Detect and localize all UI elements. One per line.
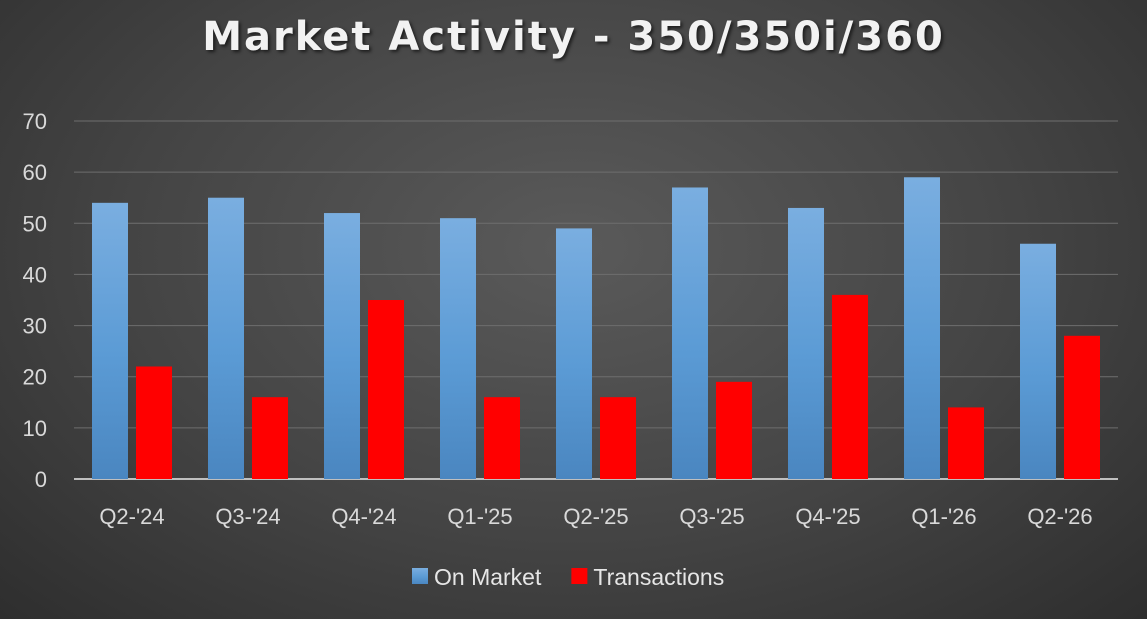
bar-on-market: [92, 202, 128, 480]
bar-on-market: [1020, 243, 1056, 479]
y-tick-label: 20: [23, 365, 47, 390]
x-tick-label: Q2-'25: [563, 504, 628, 529]
y-tick-label: 70: [23, 109, 47, 134]
x-tick-label: Q4-'24: [331, 504, 396, 529]
chart-title: Market Activity - 350/350i/360: [202, 14, 945, 60]
bar-on-market: [904, 177, 940, 479]
x-axis-ticks: Q2-'24 Q3-'24 Q4-'24 Q1-'25 Q2-'25 Q3-'25 Q4-'…: [99, 504, 1092, 529]
bar-on-market: [788, 207, 824, 479]
legend-swatch: [571, 568, 588, 584]
bar-transactions: [1064, 335, 1100, 479]
y-tick-label: 0: [35, 467, 47, 492]
bar-on-market: [208, 197, 244, 479]
bar-transactions: [136, 366, 172, 479]
y-axis-ticks: 0 10 20 30 40 50 60 70: [23, 109, 47, 492]
legend-label: On Market: [434, 564, 542, 590]
bar-transactions: [948, 407, 984, 479]
bar-on-market: [672, 187, 708, 479]
bar-transactions: [716, 381, 752, 479]
y-tick-label: 60: [23, 160, 47, 185]
x-tick-label: Q1-'25: [447, 504, 512, 529]
gridlines: [74, 120, 1118, 480]
y-tick-label: 40: [23, 262, 47, 287]
bar-on-market: [440, 218, 476, 479]
bar-on-market: [556, 228, 592, 479]
legend: On Market Transactions: [412, 564, 724, 590]
y-tick-label: 30: [23, 314, 47, 339]
bar-transactions: [600, 397, 636, 479]
bar-transactions: [368, 300, 404, 479]
x-tick-label: Q1-'26: [911, 504, 976, 529]
x-tick-label: Q2-'24: [99, 504, 164, 529]
legend-label: Transactions: [593, 564, 724, 590]
bar-transactions: [252, 397, 288, 479]
bars: [92, 177, 1100, 480]
y-tick-label: 10: [23, 416, 47, 441]
x-tick-label: Q3-'24: [215, 504, 280, 529]
legend-swatch: [412, 568, 428, 584]
bar-on-market: [324, 213, 360, 480]
x-tick-label: Q3-'25: [679, 504, 744, 529]
x-tick-label: Q4-'25: [795, 504, 860, 529]
y-tick-label: 50: [23, 211, 47, 236]
bar-transactions: [832, 294, 868, 479]
bar-transactions: [484, 397, 520, 479]
x-tick-label: Q2-'26: [1027, 504, 1092, 529]
